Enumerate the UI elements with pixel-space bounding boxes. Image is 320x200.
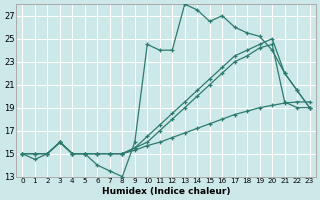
X-axis label: Humidex (Indice chaleur): Humidex (Indice chaleur) [102,187,230,196]
